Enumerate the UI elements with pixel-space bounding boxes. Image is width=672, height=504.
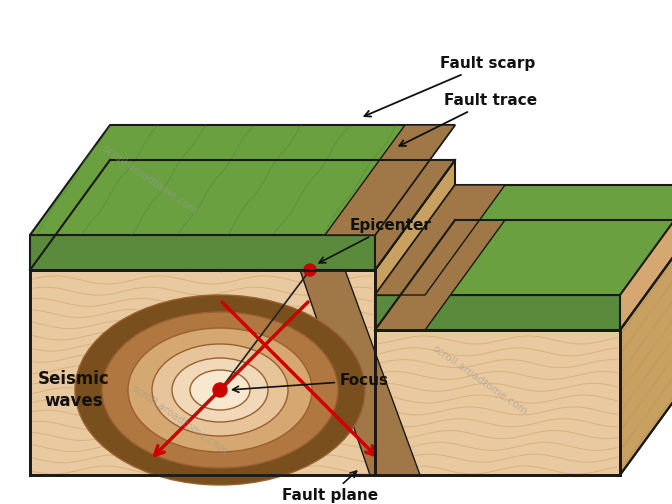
Text: Fault scarp: Fault scarp: [364, 56, 536, 116]
Polygon shape: [375, 295, 620, 330]
Ellipse shape: [152, 344, 288, 436]
Circle shape: [304, 264, 316, 276]
Polygon shape: [30, 235, 375, 270]
Text: scroll.aroadtome.com: scroll.aroadtome.com: [431, 343, 530, 417]
Polygon shape: [300, 270, 420, 475]
Text: Fault plane: Fault plane: [282, 471, 378, 503]
Text: Seismic
waves: Seismic waves: [38, 370, 110, 410]
Ellipse shape: [128, 328, 312, 452]
Polygon shape: [375, 185, 672, 295]
Polygon shape: [30, 270, 375, 475]
Polygon shape: [620, 220, 672, 475]
Polygon shape: [30, 125, 455, 235]
Text: Epicenter: Epicenter: [319, 218, 432, 263]
Ellipse shape: [172, 358, 268, 422]
Polygon shape: [325, 125, 455, 235]
Polygon shape: [325, 160, 455, 270]
Text: scroll.aroadtome.com: scroll.aroadtome.com: [130, 384, 229, 457]
Ellipse shape: [75, 295, 365, 485]
Ellipse shape: [102, 312, 338, 468]
Text: Fault trace: Fault trace: [399, 93, 537, 146]
Polygon shape: [375, 220, 672, 330]
Polygon shape: [30, 160, 455, 270]
Ellipse shape: [190, 370, 250, 410]
Text: Focus: Focus: [233, 373, 389, 392]
Circle shape: [213, 383, 227, 397]
Polygon shape: [375, 160, 455, 475]
Polygon shape: [375, 185, 505, 295]
Polygon shape: [375, 220, 505, 330]
Polygon shape: [375, 330, 620, 475]
Text: scroll.aroadtome.com: scroll.aroadtome.com: [101, 143, 200, 217]
